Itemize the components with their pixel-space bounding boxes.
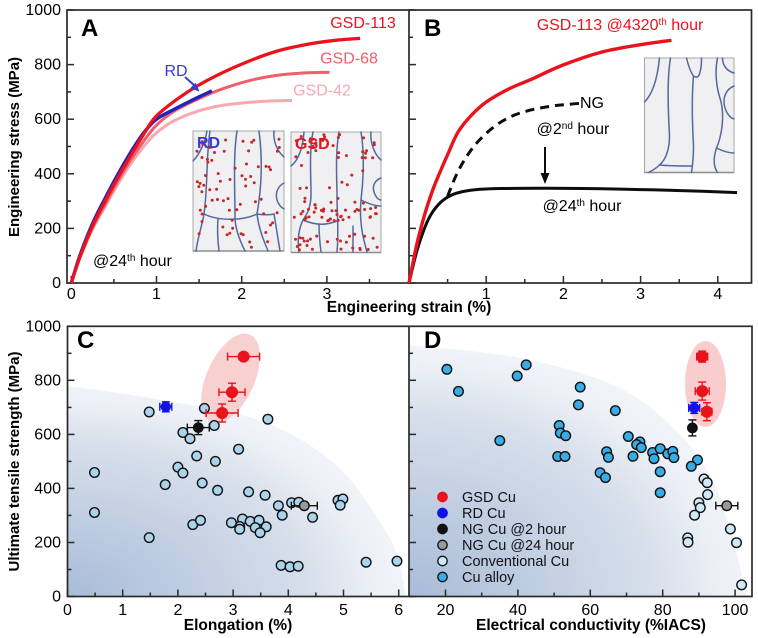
svg-text:40: 40 <box>509 602 527 619</box>
svg-text:6: 6 <box>394 602 403 619</box>
svg-text:3: 3 <box>229 602 238 619</box>
svg-text:Engineering stress (MPa): Engineering stress (MPa) <box>6 57 23 237</box>
svg-text:4: 4 <box>284 602 293 619</box>
svg-text:200: 200 <box>34 220 61 237</box>
svg-text:GSD Cu: GSD Cu <box>462 490 516 506</box>
svg-text:1: 1 <box>118 602 127 619</box>
svg-text:Elongation (%): Elongation (%) <box>184 617 293 634</box>
svg-text:4: 4 <box>713 286 722 303</box>
svg-text:Cu alloy: Cu alloy <box>462 570 515 586</box>
svg-text:1000: 1000 <box>25 2 61 19</box>
svg-text:NG: NG <box>580 95 604 112</box>
svg-text:600: 600 <box>34 426 61 443</box>
svg-text:RD: RD <box>164 63 187 80</box>
svg-text:NG Cu @24 hour: NG Cu @24 hour <box>462 538 574 554</box>
svg-text:A: A <box>81 15 98 42</box>
svg-text:Engineering strain (%): Engineering strain (%) <box>327 299 492 316</box>
svg-text:0: 0 <box>52 275 61 292</box>
svg-text:2: 2 <box>559 286 568 303</box>
svg-text:@24th hour: @24th hour <box>543 198 623 215</box>
svg-text:200: 200 <box>34 535 61 552</box>
svg-text:D: D <box>424 327 441 354</box>
svg-text:1000: 1000 <box>25 318 61 335</box>
svg-text:GSD: GSD <box>295 136 330 153</box>
svg-text:2: 2 <box>237 286 246 303</box>
svg-text:GSD-113 @4320th hour: GSD-113 @4320th hour <box>537 17 704 34</box>
svg-text:Ultimate tensile strength (MPa: Ultimate tensile strength (MPa) <box>6 351 23 571</box>
svg-text:Electrical conductivity (%IACS: Electrical conductivity (%IACS) <box>476 617 706 634</box>
svg-text:600: 600 <box>34 111 61 128</box>
svg-text:400: 400 <box>34 480 61 497</box>
svg-text:3: 3 <box>636 286 645 303</box>
svg-text:400: 400 <box>34 166 61 183</box>
svg-text:3: 3 <box>322 286 331 303</box>
svg-text:GSD-113: GSD-113 <box>330 15 396 32</box>
svg-text:0: 0 <box>63 602 72 619</box>
svg-text:Conventional Cu: Conventional Cu <box>462 554 569 570</box>
svg-text:1: 1 <box>152 286 161 303</box>
svg-text:GSD-42: GSD-42 <box>293 83 351 100</box>
svg-text:0: 0 <box>67 286 76 303</box>
svg-text:800: 800 <box>34 372 61 389</box>
svg-text:B: B <box>424 15 441 42</box>
svg-text:@24th hour: @24th hour <box>93 253 173 270</box>
svg-text:100: 100 <box>722 602 749 619</box>
svg-text:800: 800 <box>34 57 61 74</box>
svg-text:20: 20 <box>437 602 455 619</box>
svg-text:GSD-68: GSD-68 <box>320 51 378 68</box>
svg-text:5: 5 <box>339 602 348 619</box>
svg-text:1: 1 <box>482 286 491 303</box>
svg-text:C: C <box>77 327 94 354</box>
svg-text:2: 2 <box>173 602 182 619</box>
svg-text:80: 80 <box>654 602 672 619</box>
svg-text:60: 60 <box>581 602 599 619</box>
svg-text:RD Cu: RD Cu <box>462 506 506 522</box>
svg-text:@2nd hour: @2nd hour <box>537 121 610 138</box>
svg-text:RD: RD <box>197 135 220 152</box>
svg-text:0: 0 <box>52 589 61 606</box>
svg-text:NG Cu @2 hour: NG Cu @2 hour <box>462 522 566 538</box>
